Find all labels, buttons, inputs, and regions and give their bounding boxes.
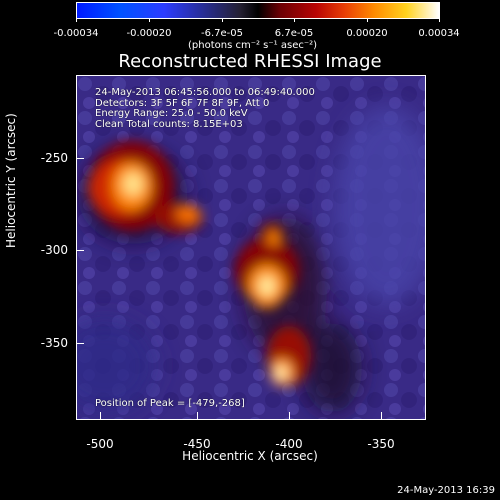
info-energy: Energy Range: 25.0 - 50.0 keV <box>95 108 248 119</box>
x-tick-label-4: -350 <box>367 437 395 451</box>
colorbar-tick-5 <box>367 18 368 22</box>
peak-position: Position of Peak = [-479,-268] <box>95 398 245 409</box>
colorbar-label-2: -0.00020 <box>126 28 172 39</box>
y-tick-label-2: -300 <box>40 243 68 257</box>
y-axis-tick-2 <box>76 250 84 251</box>
x-axis-tick-3 <box>289 412 290 420</box>
colorbar-unit: (photons cm⁻² s⁻¹ asec⁻²) <box>188 40 318 51</box>
colorbar-label-1: -0.00034 <box>53 28 99 39</box>
image-title: Reconstructed RHESSI Image <box>118 51 382 72</box>
colorbar-label-3: -6.7e-05 <box>201 28 243 39</box>
image-info: 24-May-2013 06:45:56.000 to 06:49:40.000… <box>95 87 315 130</box>
x-tick-label-1: -500 <box>86 437 114 451</box>
info-clean: Clean Total counts: 8.15E+03 <box>95 118 243 130</box>
y-axis-label: Heliocentric Y (arcsec) <box>4 113 18 248</box>
info-detectors: Detectors: 3F 5F 6F 7F 8F 9F, Att 0 <box>95 97 270 109</box>
y-axis-tick-1 <box>76 158 84 159</box>
x-axis-label: Heliocentric X (arcsec) <box>182 449 318 463</box>
y-axis-tick-3 <box>76 343 84 344</box>
x-axis-tick-2 <box>197 412 198 420</box>
colorbar-label-4: 6.7e-05 <box>274 28 314 39</box>
rhessi-map <box>77 76 425 419</box>
x-tick-label-3: -400 <box>275 437 303 451</box>
colorbar-tick-6 <box>439 18 440 22</box>
y-tick-label-1: -250 <box>40 151 68 165</box>
x-axis-tick-1 <box>100 412 101 420</box>
colorbar-tick-4 <box>294 18 295 22</box>
y-tick-label-3: -350 <box>40 336 68 350</box>
colorbar-tick-1 <box>76 18 77 22</box>
colorbar-tick-3 <box>222 18 223 22</box>
colorbar <box>76 2 440 19</box>
colorbar-tick-2 <box>149 18 150 22</box>
colorbar-label-6: 0.00034 <box>418 28 460 39</box>
image-plot <box>76 75 426 420</box>
colorbar-label-5: 0.00020 <box>346 28 388 39</box>
footer-timestamp: 24-May-2013 16:39 <box>397 485 495 496</box>
x-axis-tick-4 <box>381 412 382 420</box>
info-time-range: 24-May-2013 06:45:56.000 to 06:49:40.000 <box>95 87 315 98</box>
x-tick-label-2: -450 <box>183 437 211 451</box>
